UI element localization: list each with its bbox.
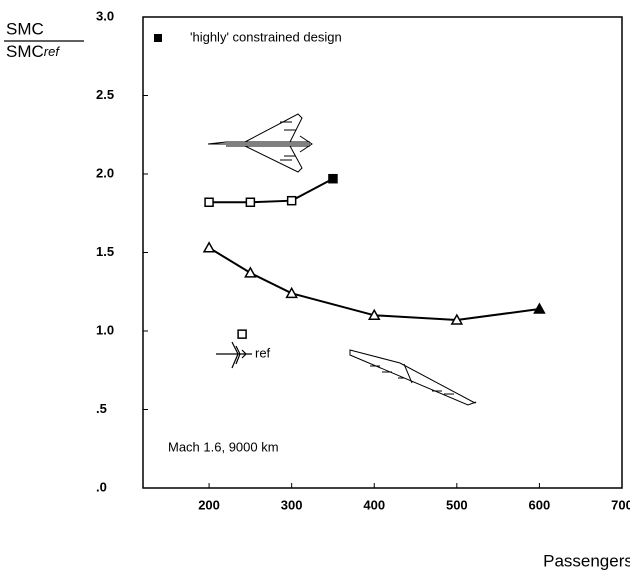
triangle-marker: [533, 302, 546, 314]
ref-aircraft-sketch: [216, 341, 252, 369]
x-tick-label: 400: [363, 497, 385, 512]
x-tick-label: 600: [529, 497, 551, 512]
y-label-bottom: SMCref: [6, 42, 60, 61]
legend-marker: [154, 34, 162, 42]
y-tick-label: 2.0: [96, 165, 114, 180]
y-tick-label: 1.0: [96, 322, 114, 337]
x-tick-label: 300: [281, 497, 303, 512]
x-label: Passengers: [543, 551, 630, 570]
y-tick-label: 2.5: [96, 87, 114, 102]
triangle-marker: [244, 266, 257, 278]
annotation: Mach 1.6, 9000 km: [168, 439, 279, 454]
square-marker: [286, 195, 297, 206]
y-label-main: SMC: [6, 42, 44, 61]
x-tick-label: 500: [446, 497, 468, 512]
y-tick-label: .0: [96, 479, 107, 494]
square-marker: [237, 329, 247, 339]
y-tick-label: 3.0: [96, 8, 114, 23]
y-tick-label: 1.5: [96, 244, 114, 259]
y-tick-label: .5: [96, 401, 107, 416]
legend-label: 'highly' constrained design: [190, 29, 342, 44]
triangle-marker: [367, 308, 381, 321]
series-line: [208, 246, 540, 322]
square-marker: [328, 173, 338, 184]
x-tick-label: 200: [198, 497, 220, 512]
triangle-marker: [285, 286, 298, 299]
wing-sketch: [349, 349, 477, 406]
delta-aircraft-sketch: [207, 113, 313, 173]
x-tick-label: 700: [611, 497, 630, 512]
square-marker: [245, 197, 256, 208]
y-label-top: SMC: [6, 19, 44, 38]
ref-label: ref: [255, 345, 271, 360]
triangle-marker: [450, 313, 464, 325]
series-line: [209, 177, 334, 204]
triangle-marker: [202, 241, 216, 253]
square-marker: [204, 197, 214, 208]
y-label-sub: ref: [44, 44, 61, 59]
